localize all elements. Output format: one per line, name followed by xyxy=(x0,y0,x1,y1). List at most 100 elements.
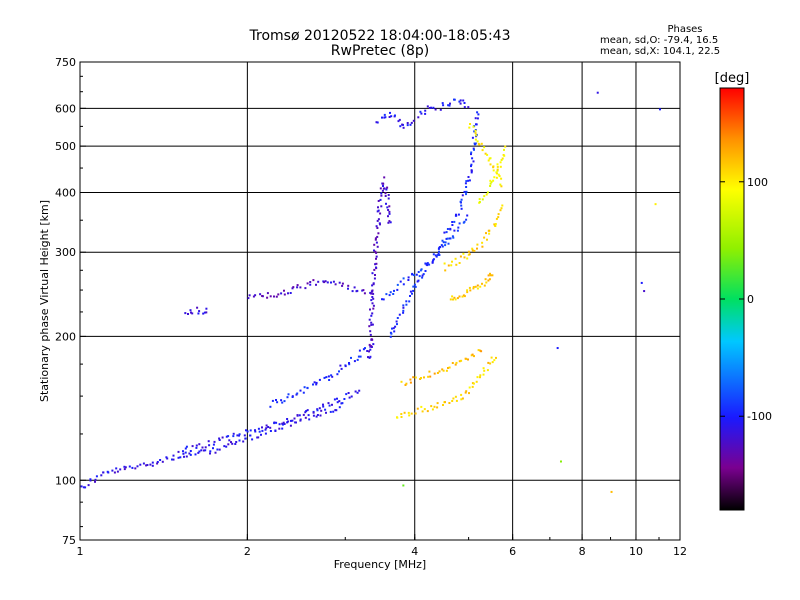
data-point xyxy=(382,182,384,185)
data-point xyxy=(197,312,200,315)
data-point xyxy=(387,215,389,218)
data-point xyxy=(341,282,344,285)
data-point xyxy=(444,269,447,272)
data-point xyxy=(376,245,379,248)
data-point xyxy=(436,406,439,409)
data-point xyxy=(374,263,377,266)
data-point xyxy=(384,195,387,197)
data-point xyxy=(461,295,464,298)
x-axis-label: Frequency [MHz] xyxy=(334,558,426,571)
data-point xyxy=(257,427,260,430)
data-point xyxy=(377,206,379,209)
data-point xyxy=(227,435,230,438)
data-point xyxy=(331,375,334,378)
data-point xyxy=(312,414,315,417)
data-point xyxy=(336,397,338,400)
data-point xyxy=(368,325,371,328)
data-point xyxy=(474,132,477,135)
data-point xyxy=(460,398,463,401)
data-point xyxy=(477,349,480,352)
data-point xyxy=(376,219,379,222)
data-point xyxy=(400,416,403,418)
data-point xyxy=(457,213,460,216)
data-point xyxy=(191,445,194,448)
data-point xyxy=(489,185,492,187)
data-point xyxy=(493,176,496,179)
data-point xyxy=(386,186,389,189)
data-point xyxy=(190,311,192,314)
data-point xyxy=(309,281,312,283)
data-point xyxy=(269,405,272,408)
data-point xyxy=(493,223,496,226)
data-point xyxy=(371,272,374,275)
data-point xyxy=(291,287,294,290)
data-point xyxy=(208,444,211,447)
data-point xyxy=(368,318,371,321)
data-point xyxy=(362,289,365,292)
data-point xyxy=(304,287,307,290)
data-point xyxy=(278,427,281,430)
data-point xyxy=(467,179,470,182)
data-point xyxy=(177,456,180,459)
data-point xyxy=(281,401,284,404)
data-point xyxy=(454,395,457,398)
data-point xyxy=(470,171,473,174)
data-point xyxy=(442,104,445,107)
isolated-point xyxy=(402,484,405,487)
data-point xyxy=(431,408,434,411)
data-point xyxy=(113,471,116,474)
data-point xyxy=(462,221,465,224)
data-point xyxy=(259,293,262,296)
data-point xyxy=(273,421,276,424)
data-point xyxy=(449,237,452,240)
data-point xyxy=(445,231,448,234)
data-point xyxy=(269,295,272,298)
data-point xyxy=(369,330,372,333)
data-point xyxy=(482,367,485,370)
data-point xyxy=(299,389,302,392)
data-point xyxy=(479,285,482,288)
data-point xyxy=(483,369,486,372)
data-point xyxy=(189,453,192,456)
data-point xyxy=(261,426,263,429)
data-point xyxy=(116,470,119,473)
data-point xyxy=(504,145,507,148)
data-point xyxy=(375,225,378,228)
data-point xyxy=(221,436,224,439)
data-point xyxy=(348,362,350,364)
data-point xyxy=(350,395,353,398)
data-point xyxy=(431,260,434,263)
data-point xyxy=(414,376,417,379)
data-point xyxy=(461,397,464,400)
data-point xyxy=(389,335,392,338)
data-point xyxy=(385,293,388,296)
data-point xyxy=(397,120,400,123)
data-point xyxy=(465,186,468,188)
data-point xyxy=(387,221,390,224)
data-point xyxy=(476,284,479,287)
x-tick-label: 10 xyxy=(629,545,643,558)
data-point xyxy=(458,100,461,103)
data-point xyxy=(292,286,295,289)
data-point xyxy=(483,236,486,239)
data-point xyxy=(246,430,249,433)
data-point xyxy=(489,272,491,275)
data-point xyxy=(464,357,467,360)
data-point xyxy=(388,220,391,223)
data-point xyxy=(379,223,381,226)
data-point xyxy=(351,290,354,293)
data-point xyxy=(405,300,408,303)
data-point xyxy=(358,349,361,352)
data-point xyxy=(455,399,458,402)
data-point xyxy=(299,419,302,422)
data-point xyxy=(499,161,502,164)
data-point xyxy=(479,374,482,377)
data-point xyxy=(478,201,481,203)
data-point xyxy=(487,159,490,162)
data-point xyxy=(214,451,217,454)
data-point xyxy=(375,251,378,254)
data-point xyxy=(486,238,488,241)
data-point xyxy=(448,366,451,369)
y-tick-label: 600 xyxy=(55,102,76,115)
data-point xyxy=(195,446,198,449)
